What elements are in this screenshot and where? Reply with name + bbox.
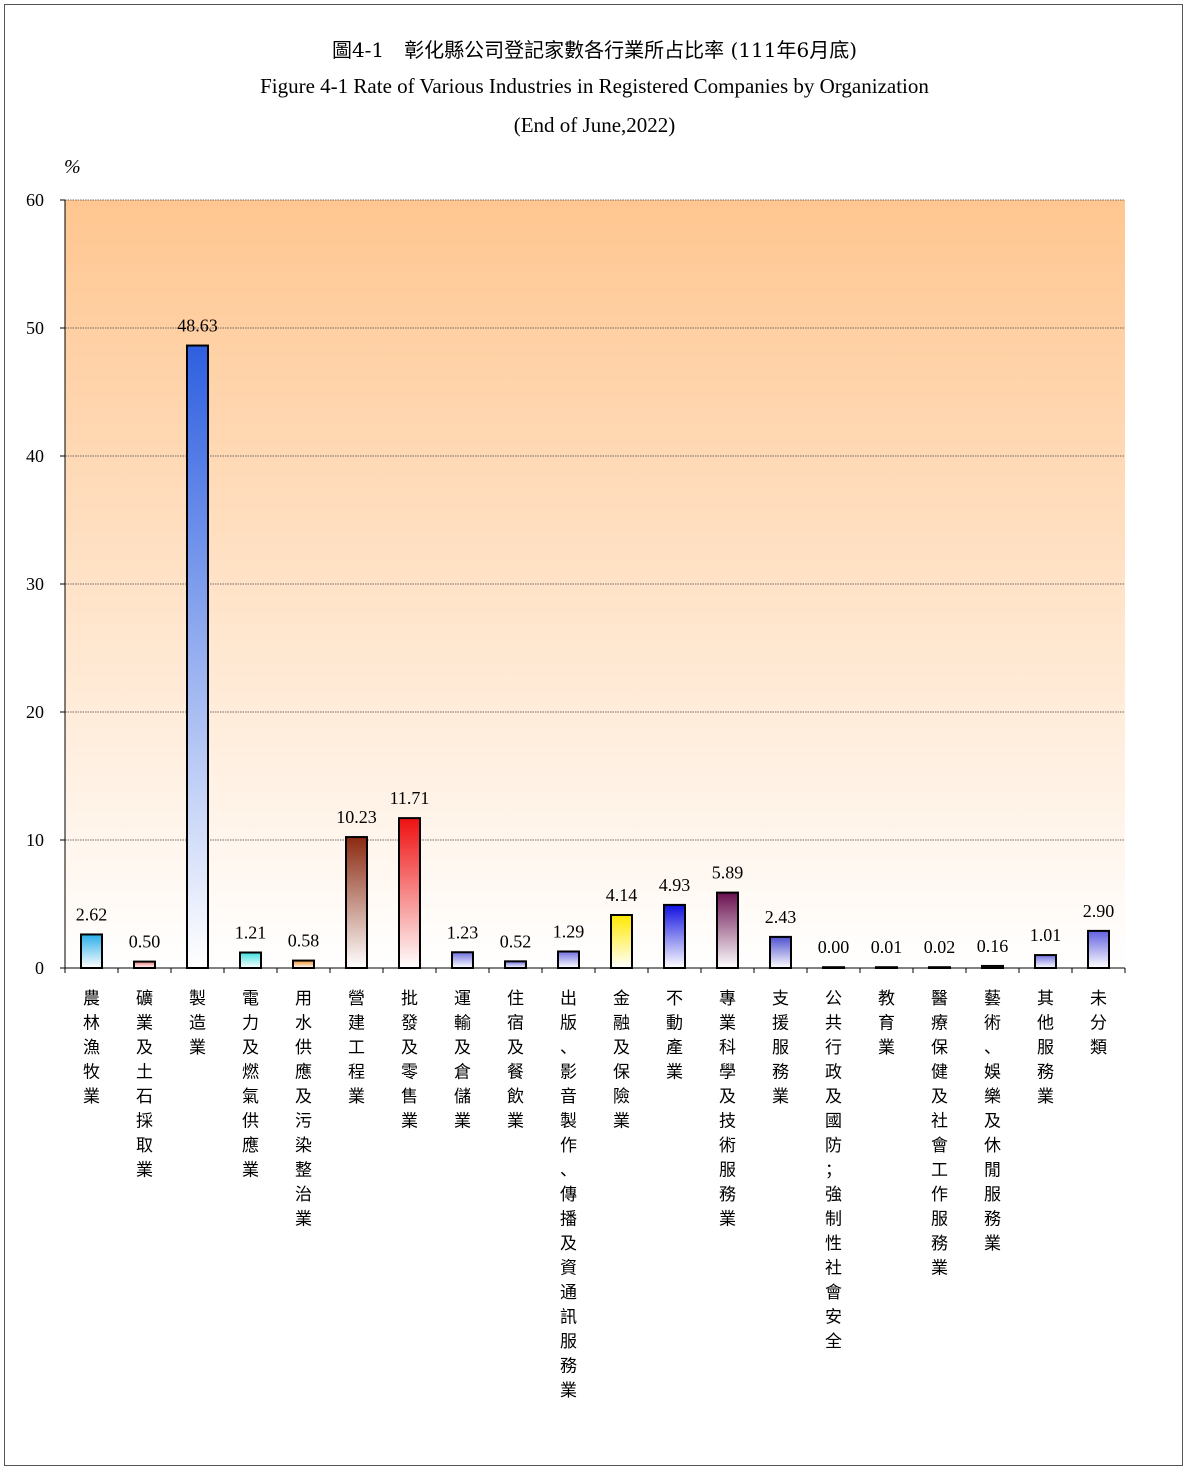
data-label: 1.29 [553, 921, 585, 941]
data-label: 0.00 [818, 937, 850, 957]
bar [451, 951, 474, 969]
category-label: 礦業及土石採取業 [136, 989, 153, 1181]
bar [663, 903, 686, 969]
category-label: 金融及保險業 [613, 989, 630, 1132]
category-label: 教育業 [878, 989, 895, 1058]
bar [981, 964, 1004, 970]
category-label: 醫療保健及社會工作服務業 [931, 989, 948, 1279]
bar [292, 959, 315, 969]
data-label: 2.43 [765, 907, 797, 927]
y-tick-label: 20 [26, 702, 44, 722]
bar [928, 966, 951, 970]
gridlines [65, 199, 1125, 841]
category-label: 批發及零售業 [401, 989, 418, 1132]
y-tick-label: 30 [26, 574, 44, 594]
data-label: 10.23 [336, 807, 377, 827]
data-label: 48.63 [177, 316, 218, 336]
category-label: 未分類 [1090, 989, 1107, 1058]
bar [1087, 929, 1110, 970]
bar [345, 836, 368, 970]
category-label: 其他服務業 [1037, 989, 1054, 1107]
data-label: 1.23 [447, 922, 479, 942]
category-label: 運輸及倉儲業 [454, 989, 471, 1132]
category-label: 電力及燃氣供應業 [242, 989, 259, 1181]
data-label: 4.14 [606, 885, 638, 905]
bar [875, 966, 898, 970]
category-label: 公共行政及國防；強制性社會安全 [825, 989, 842, 1352]
data-label: 2.90 [1083, 901, 1115, 921]
y-tick-label: 10 [26, 830, 44, 850]
data-label: 11.71 [390, 788, 430, 808]
category-label: 不動產業 [666, 989, 683, 1083]
data-label: 1.01 [1030, 925, 1062, 945]
bar [398, 817, 421, 969]
category-label: 專業科學及技術服務業 [719, 989, 736, 1230]
bar [186, 344, 209, 969]
bar [133, 960, 156, 969]
data-label: 1.21 [235, 923, 267, 943]
bar [822, 966, 845, 970]
chart-title-zh: 圖4-1 彰化縣公司登記家數各行業所占比率 (111年6月底) [331, 38, 858, 62]
bar [80, 933, 103, 969]
data-label: 5.89 [712, 863, 744, 883]
category-labels: 農林漁牧業 礦業及土石採取業 製造業 電力及燃氣供應業 用水供應及污染整治業 營建工程業 批… [83, 989, 1107, 1401]
category-label: 製造業 [189, 989, 206, 1058]
data-label: 0.50 [129, 932, 161, 952]
chart-subtitle-en: (End of June,2022) [513, 113, 676, 137]
data-label: 0.02 [924, 937, 956, 957]
data-label: 2.62 [76, 904, 108, 924]
category-label: 出版、影音製作、傳播及資通訊服務業 [560, 989, 577, 1401]
chart-frame [4, 4, 1183, 1466]
data-label: 0.16 [977, 936, 1009, 956]
category-label: 支援服務業 [772, 989, 789, 1107]
data-label: 0.52 [500, 931, 532, 951]
y-axis-unit: % [64, 156, 81, 178]
data-label: 4.93 [659, 875, 691, 895]
category-label: 用水供應及污染整治業 [295, 989, 312, 1230]
y-tick-label: 50 [26, 318, 44, 338]
category-label: 營建工程業 [348, 989, 365, 1107]
bars: 2.62 0.50 48.63 1.21 0.58 10.23 11.71 1.23 0.52 1… [76, 316, 1115, 970]
data-label: 0.58 [288, 931, 320, 951]
y-tick-label: 40 [26, 446, 44, 466]
data-label: 0.01 [871, 937, 903, 957]
category-label: 住宿及餐飲業 [507, 989, 524, 1132]
category-label: 農林漁牧業 [83, 989, 100, 1107]
bar [504, 960, 527, 969]
bar [1034, 954, 1057, 970]
bar [239, 951, 262, 970]
bar [716, 891, 739, 969]
y-tick-label: 0 [35, 958, 44, 978]
bar [557, 950, 580, 969]
bar [769, 935, 792, 969]
chart-title-en: Figure 4-1 Rate of Various Industries in… [260, 74, 929, 98]
category-label: 藝術、娛樂及休閒服務業 [984, 989, 1001, 1254]
y-tick-label: 60 [26, 190, 44, 210]
bar [610, 914, 633, 969]
